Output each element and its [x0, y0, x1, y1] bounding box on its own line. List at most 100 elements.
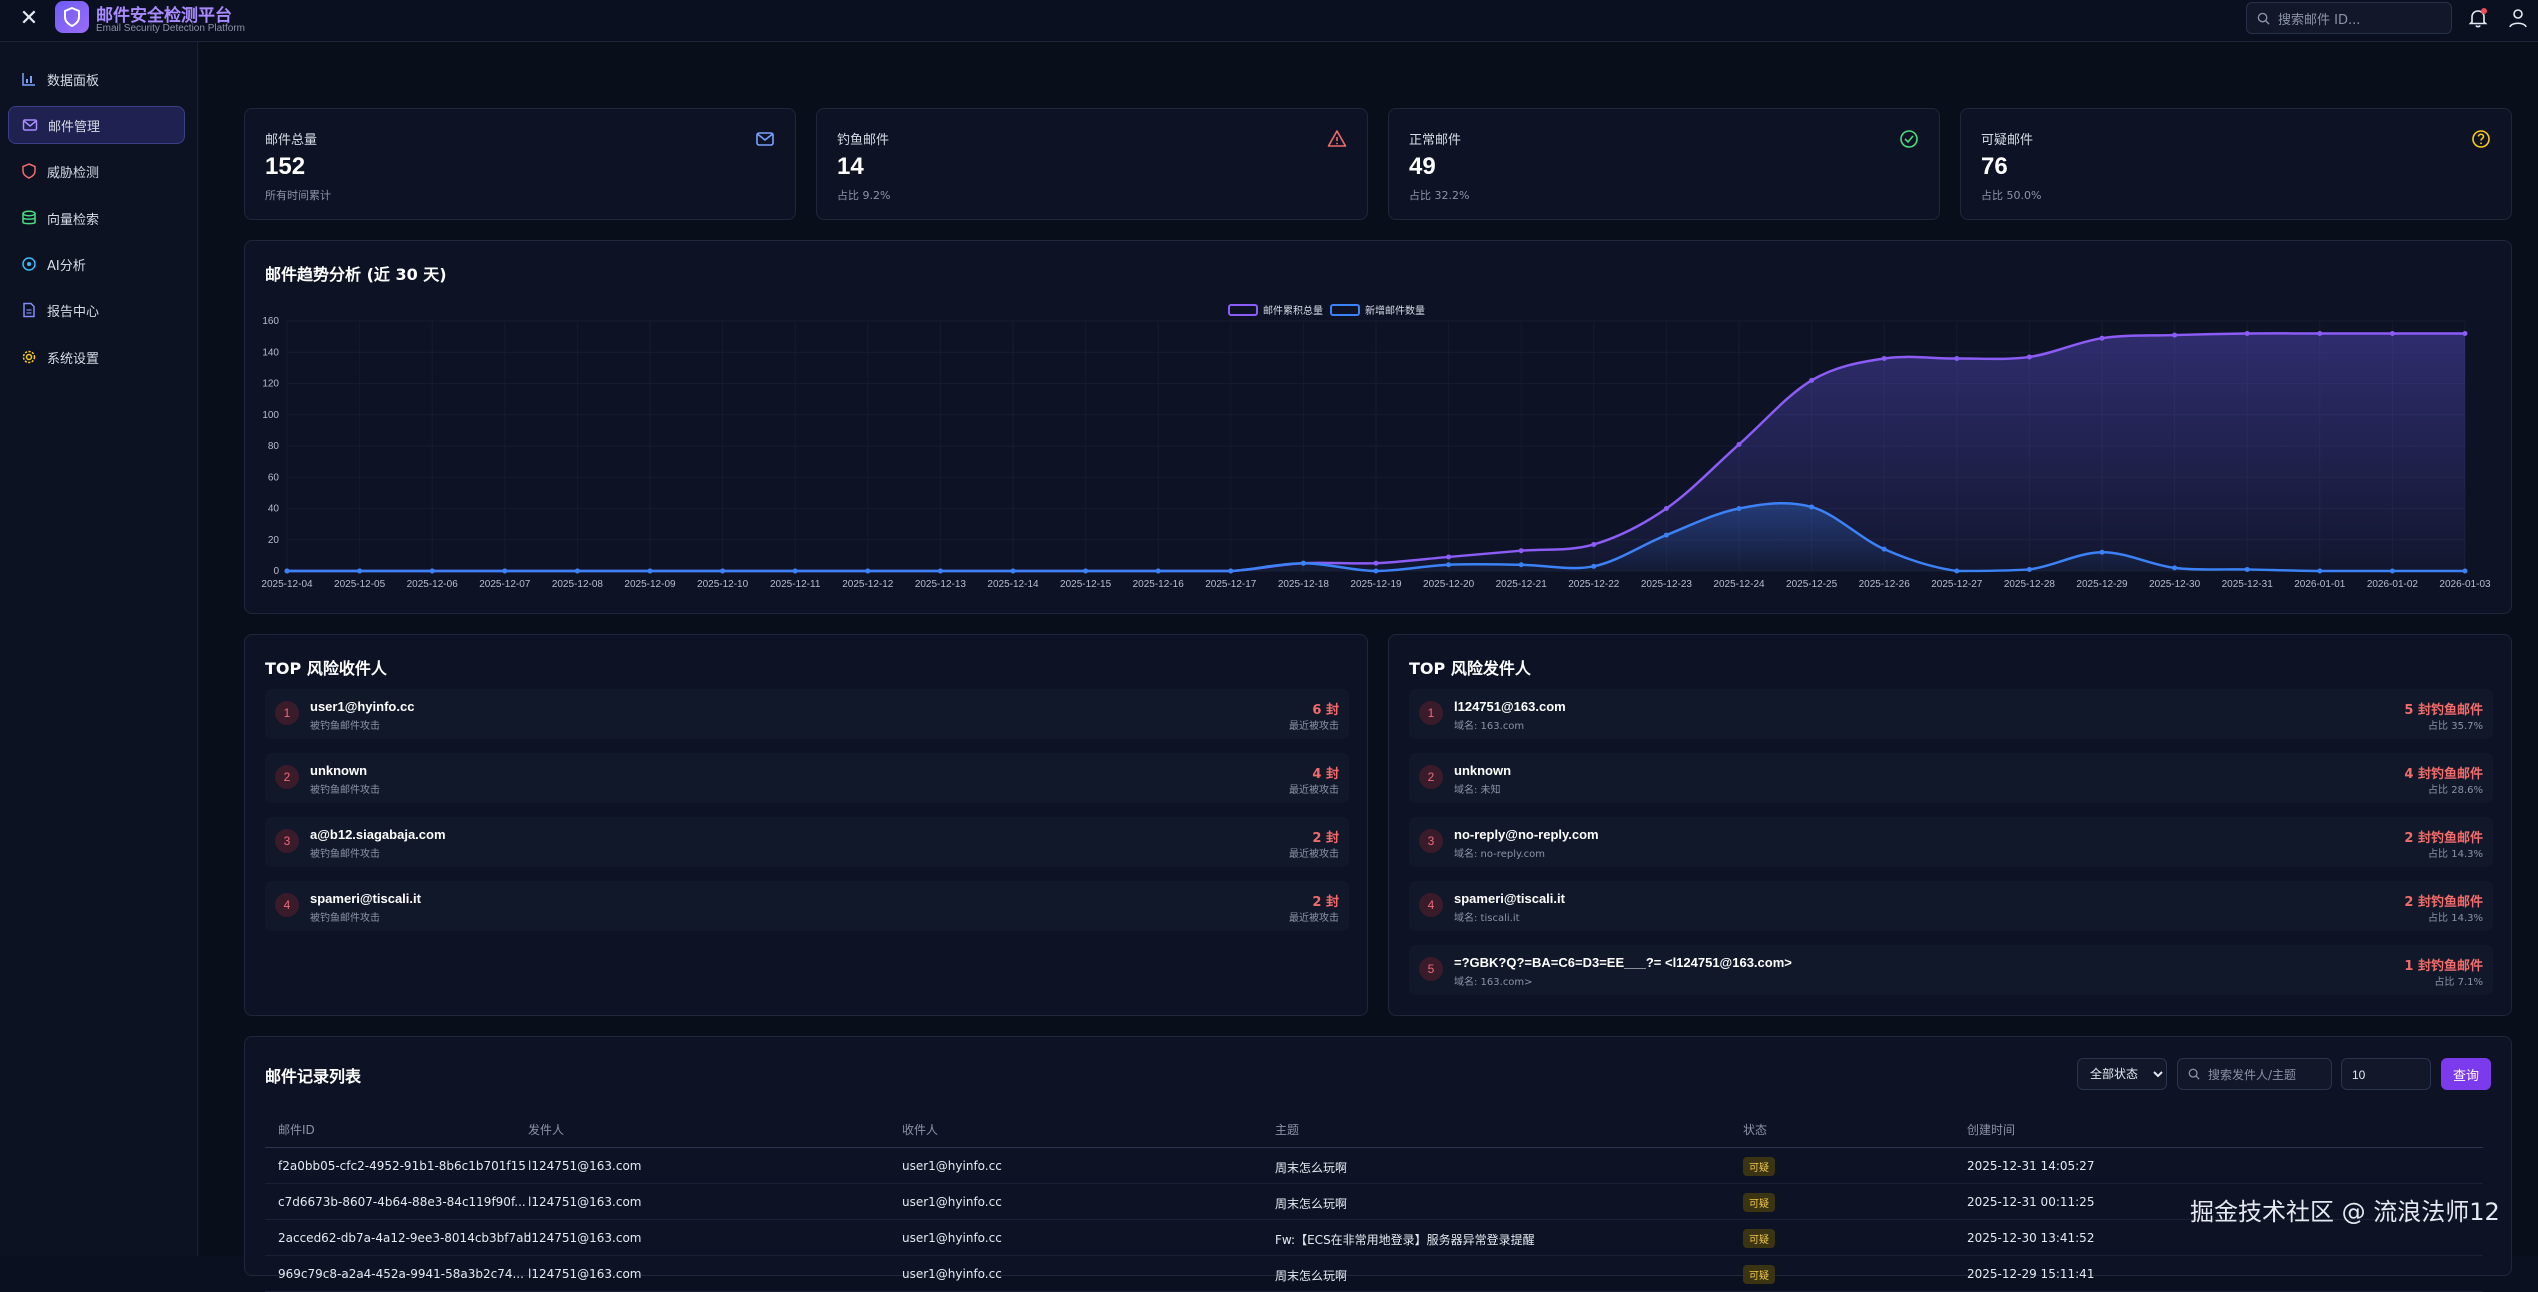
- x-tick-label: 2025-12-28: [2004, 579, 2056, 590]
- search-icon: [2188, 1068, 2200, 1080]
- table-row[interactable]: 2acced62-db7a-4a12-9ee3-8014cb3bf7ab l124…: [265, 1220, 2483, 1256]
- question-circle-icon: [2472, 130, 2490, 148]
- column-header-time: 创建时间: [1967, 1123, 2016, 1137]
- sender-detail: 域名: tiscali.it: [1454, 913, 1520, 924]
- recipient-address: user1@hyinfo.cc: [310, 699, 415, 714]
- x-tick-label: 2025-12-24: [1713, 579, 1765, 590]
- data-point: [792, 568, 798, 574]
- data-point: [1373, 568, 1379, 574]
- email-id-cell: f2a0bb05-cfc2-4952-91b1-8b6c1b701f15: [278, 1159, 526, 1173]
- data-point: [2026, 354, 2032, 360]
- sidebar-item-threat-detection[interactable]: 威胁检测: [8, 152, 185, 190]
- recipient-row[interactable]: 1 user1@hyinfo.cc 被钓鱼邮件攻击 6 封最近被攻击: [265, 689, 1349, 739]
- stat-card-suspicious: 可疑邮件 76 占比 50.0%: [1960, 108, 2512, 220]
- x-tick-label: 2025-12-31: [2222, 579, 2274, 590]
- stat-label: 正常邮件: [1409, 133, 1462, 148]
- created-time-cell: 2025-12-31 00:11:25: [1967, 1195, 2095, 1209]
- table-row[interactable]: f2a0bb05-cfc2-4952-91b1-8b6c1b701f15 l124…: [265, 1148, 2483, 1184]
- recipient-cell: user1@hyinfo.cc: [902, 1267, 1002, 1281]
- data-point: [574, 568, 580, 574]
- mail-icon: [22, 119, 38, 131]
- stat-card-normal: 正常邮件 49 占比 32.2%: [1388, 108, 1940, 220]
- recipient-row[interactable]: 2 unknown 被钓鱼邮件攻击 4 封最近被攻击: [265, 753, 1349, 803]
- sidebar-item-settings[interactable]: 系统设置: [8, 338, 185, 376]
- sender-row[interactable]: 4 spameri@tiscali.it 域名: tiscali.it 2 封钓鱼邮件…: [1409, 881, 2493, 931]
- sender-address: unknown: [1454, 763, 1512, 778]
- data-point: [1228, 568, 1234, 574]
- stat-value: 49: [1409, 153, 1436, 180]
- sender-row[interactable]: 3 no-reply@no-reply.com 域名: no-reply.com 2 …: [1409, 817, 2493, 867]
- stat-label: 可疑邮件: [1981, 133, 2034, 148]
- sidebar-item-mail-management[interactable]: 邮件管理: [8, 106, 185, 144]
- sender-note: 占比 28.6%: [2428, 785, 2483, 796]
- database-icon: [22, 210, 36, 225]
- sidebar-item-label: 邮件管理: [48, 119, 101, 135]
- stat-label: 邮件总量: [265, 133, 318, 148]
- page-size-input[interactable]: 10: [2341, 1058, 2431, 1090]
- data-point: [1591, 541, 1597, 547]
- sidebar-item-vector-search[interactable]: 向量检索: [8, 199, 185, 237]
- brand-title: 邮件安全检测平台: [96, 6, 232, 26]
- data-point: [1373, 560, 1379, 566]
- table-row[interactable]: 969c79c8-a2a4-452a-9941-58a3b2c74... l124…: [265, 1256, 2483, 1292]
- sidebar-item-label: 数据面板: [47, 73, 100, 89]
- recipient-row[interactable]: 4 spameri@tiscali.it 被钓鱼邮件攻击 2 封最近被攻击: [265, 881, 1349, 931]
- y-tick-label: 60: [268, 472, 280, 483]
- rank-number: 2: [275, 765, 299, 789]
- x-tick-label: 2025-12-07: [479, 579, 531, 590]
- data-point: [357, 568, 363, 574]
- sidebar-item-label: AI分析: [47, 258, 86, 274]
- stat-sub: 占比 50.0%: [1981, 189, 2042, 202]
- top-bar: ✕ 邮件安全检测平台 Email Security Detection Plat…: [0, 0, 2538, 42]
- x-tick-label: 2025-12-25: [1786, 579, 1838, 590]
- stat-sub: 占比 9.2%: [837, 189, 891, 202]
- column-header-id: 邮件ID: [278, 1123, 315, 1137]
- data-point: [1083, 568, 1089, 574]
- stat-sub: 占比 32.2%: [1409, 189, 1470, 202]
- x-tick-label: 2025-12-20: [1423, 579, 1475, 590]
- stat-value: 76: [1981, 153, 2008, 180]
- subject-cell: 周末怎么玩啊: [1275, 1269, 1348, 1283]
- records-search-input[interactable]: 搜索发件人/主题: [2177, 1058, 2332, 1090]
- recipient-cell: user1@hyinfo.cc: [902, 1195, 1002, 1209]
- x-tick-label: 2025-12-04: [261, 579, 313, 590]
- data-point: [647, 568, 653, 574]
- sidebar-item-report-center[interactable]: 报告中心: [8, 291, 185, 329]
- recipient-detail: 被钓鱼邮件攻击: [310, 913, 380, 924]
- rank-number: 3: [1419, 829, 1443, 853]
- sender-cell: l124751@163.com: [528, 1195, 642, 1209]
- global-search-input[interactable]: 搜索邮件 ID...: [2246, 2, 2452, 34]
- shield-icon: [22, 163, 36, 179]
- recipient-row[interactable]: 3 a@b12.siagabaja.com 被钓鱼邮件攻击 2 封最近被攻击: [265, 817, 1349, 867]
- recipient-note: 最近被攻击: [1289, 849, 1339, 860]
- data-point: [2317, 568, 2323, 574]
- trend-card: 邮件趋势分析 (近 30 天) 0 20 40 60 80 100 120 140 160 202…: [244, 240, 2512, 614]
- status-filter-select[interactable]: 全部状态: [2077, 1058, 2167, 1090]
- data-point: [1881, 356, 1887, 361]
- sender-row[interactable]: 2 unknown 域名: 未知 4 封钓鱼邮件 占比 28.6%: [1409, 753, 2493, 803]
- data-point: [2244, 331, 2250, 336]
- top-recipients-title: TOP 风险收件人: [265, 659, 387, 678]
- created-time-cell: 2025-12-30 13:41:52: [1967, 1231, 2095, 1245]
- sender-cell: l124751@163.com: [528, 1159, 642, 1173]
- top-recipients-card: TOP 风险收件人 1 user1@hyinfo.cc 被钓鱼邮件攻击 6 封最近被攻…: [244, 634, 1368, 1016]
- sender-row[interactable]: 1 l124751@163.com 域名: 163.com 5 封钓鱼邮件 占比 35.…: [1409, 689, 2493, 739]
- recipient-detail: 被钓鱼邮件攻击: [310, 785, 380, 796]
- rank-number: 1: [275, 701, 299, 725]
- query-button[interactable]: 查询: [2441, 1058, 2491, 1090]
- close-icon[interactable]: ✕: [19, 5, 39, 30]
- sender-detail: 域名: no-reply.com: [1454, 849, 1545, 860]
- sender-row[interactable]: 5 =?GBK?Q?=BA=C6=D3=EE___?= <l124751@163.…: [1409, 945, 2493, 995]
- data-point: [1446, 562, 1452, 568]
- user-icon[interactable]: [2506, 6, 2530, 30]
- sidebar-item-dashboard[interactable]: 数据面板: [8, 60, 185, 98]
- x-tick-label: 2025-12-16: [1133, 579, 1185, 590]
- table-row[interactable]: c7d6673b-8607-4b64-88e3-84c119f90f... l12…: [265, 1184, 2483, 1220]
- bell-icon[interactable]: [2466, 6, 2490, 30]
- sender-count: 4 封钓鱼邮件: [2404, 767, 2483, 782]
- page-size-value: 10: [2352, 1068, 2366, 1082]
- x-tick-label: 2025-12-21: [1496, 579, 1548, 590]
- data-point: [1809, 377, 1815, 383]
- sender-note: 占比 14.3%: [2428, 913, 2483, 924]
- sidebar-item-ai-analysis[interactable]: AI分析: [8, 245, 185, 283]
